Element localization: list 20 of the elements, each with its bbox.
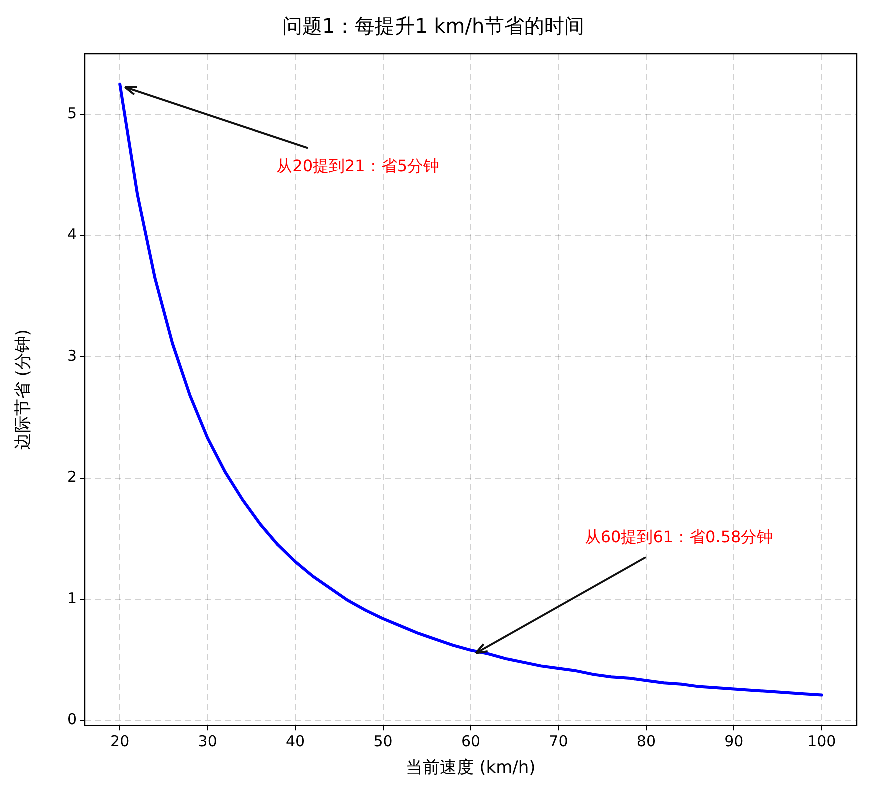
y-tick-label: 2 [67,468,77,486]
chart-title: 问题1：每提升1 km/h节省的时间 [282,14,585,38]
x-axis-title: 当前速度 (km/h) [406,758,536,778]
x-tick-label: 30 [198,732,218,750]
x-tick-label: 60 [461,732,481,750]
x-tick-label: 100 [808,732,836,750]
y-axis-title: 边际节省 (分钟) [14,329,34,450]
y-tick-label: 5 [67,104,77,123]
x-tick-label: 80 [636,732,656,750]
y-tick-label: 0 [67,710,77,729]
x-tick-label: 90 [724,732,744,750]
x-tick-label: 20 [110,732,130,750]
y-tick-label: 3 [67,346,77,365]
annotation: 从20提到21：省5分钟 [276,156,440,176]
y-tick-label: 4 [67,226,77,244]
y-tick-label: 1 [67,589,77,608]
x-tick-label: 40 [286,732,306,750]
annotation: 从60提到61：省0.58分钟 [584,528,774,547]
x-tick-label: 50 [374,732,393,750]
x-tick-label: 70 [549,732,568,750]
